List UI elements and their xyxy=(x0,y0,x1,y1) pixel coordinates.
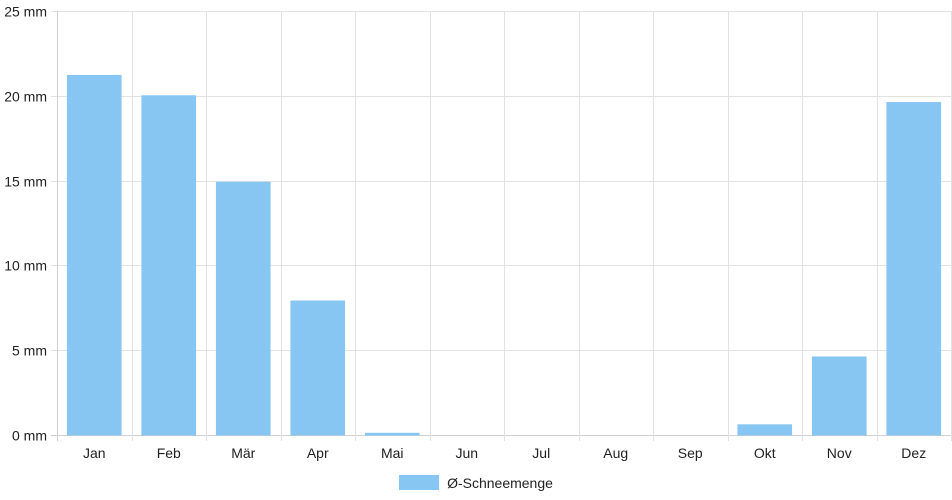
bar-Mai[interactable] xyxy=(364,432,420,436)
y-tick-label: 5 mm xyxy=(12,343,47,359)
y-tick-label: 20 mm xyxy=(4,89,47,105)
bar-Mär[interactable] xyxy=(215,181,271,436)
x-tick-label: Dez xyxy=(901,445,926,461)
x-tick-label: Mär xyxy=(231,445,255,461)
bar-Jan[interactable] xyxy=(66,74,122,436)
x-tick-label: Jan xyxy=(83,445,106,461)
x-tick-label: Jul xyxy=(532,445,550,461)
bar-Okt[interactable] xyxy=(737,424,793,436)
x-tick-label: Mai xyxy=(381,445,404,461)
x-tick-label: Sep xyxy=(678,445,703,461)
bar-Apr[interactable] xyxy=(290,300,346,436)
bar-Dez[interactable] xyxy=(886,102,942,436)
x-tick-label: Feb xyxy=(157,445,181,461)
y-tick-label: 0 mm xyxy=(12,428,47,444)
bar-Nov[interactable] xyxy=(811,356,867,436)
legend-swatch xyxy=(399,474,440,490)
y-tick-label: 25 mm xyxy=(4,4,47,20)
legend[interactable]: Ø-Schneemenge xyxy=(0,471,952,493)
x-tick-label: Okt xyxy=(754,445,776,461)
x-tick-label: Apr xyxy=(307,445,329,461)
x-tick-label: Nov xyxy=(827,445,852,461)
legend-label: Ø-Schneemenge xyxy=(447,475,553,491)
x-tick-label: Jun xyxy=(455,445,478,461)
x-tick-label: Aug xyxy=(603,445,628,461)
y-tick-label: 15 mm xyxy=(4,174,47,190)
bar-Feb[interactable] xyxy=(141,95,197,436)
y-tick-label: 10 mm xyxy=(4,258,47,274)
